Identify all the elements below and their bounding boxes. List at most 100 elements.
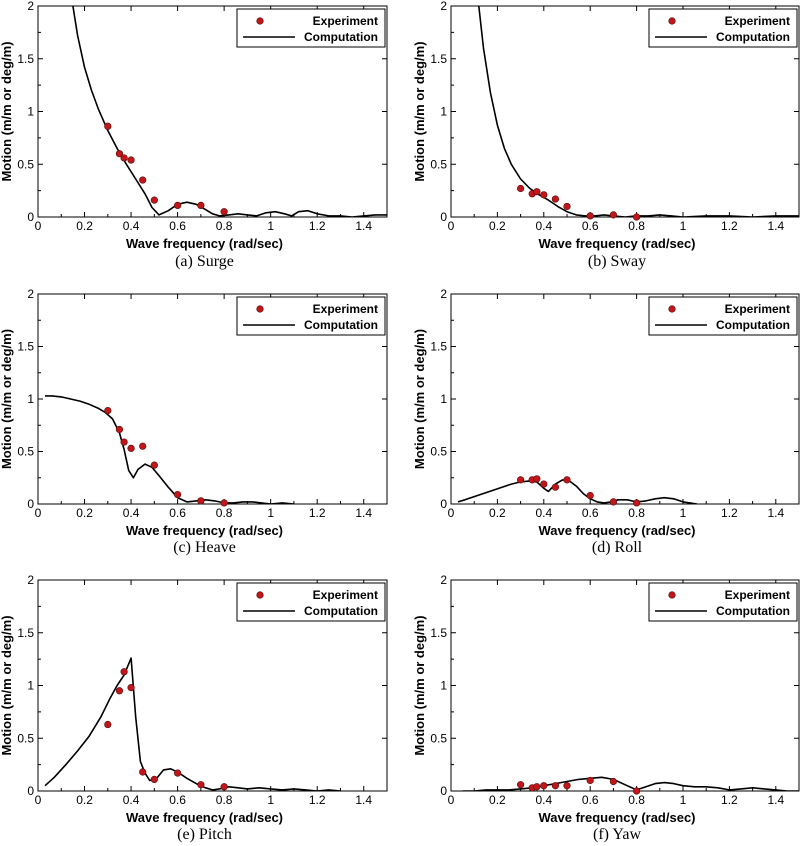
x-tick-label: 1 [267,793,274,807]
legend: Experiment Computation [236,8,386,48]
y-tick-label: 1.5 [17,52,34,66]
experiment-point [150,196,158,204]
x-tick-label: 0.2 [489,506,506,520]
experiment-point [139,768,147,776]
computation-line [462,776,799,791]
experiment-point [516,781,525,789]
x-tick-label: 0.4 [535,793,552,807]
experiment-point [120,668,128,676]
legend: Experiment Computation [648,8,798,48]
x-tick-label: 1.2 [309,506,326,520]
experiment-point [540,480,548,488]
experiment-point [551,483,560,491]
legend-experiment-label: Experiment [313,14,378,28]
y-tick-label: 1 [27,679,34,693]
legend-computation-label: Computation [716,30,790,44]
x-tick-label: 0.8 [216,793,233,807]
x-tick-label: 1.4 [767,793,784,807]
y-tick-label: 0 [27,497,34,511]
y-axis-label: Motion (m/m or deg/m) [412,329,427,469]
y-tick-label: 1.5 [17,340,34,354]
x-tick-label: 1.4 [355,219,372,233]
experiment-point [586,492,594,500]
experiment-point [563,476,571,484]
y-tick-label: 1 [27,392,34,406]
experiment-point [150,461,158,469]
experiment-point [632,213,641,221]
x-tick-label: 0.6 [582,219,599,233]
legend: Experiment Computation [648,296,798,336]
legend-marker [256,17,264,25]
experiment-point [197,201,205,209]
x-tick-label: 0.4 [535,506,552,520]
experiment-point [533,475,541,483]
x-axis-label: Wave frequency (rad/sec) [538,523,695,538]
x-tick-label: 1.4 [767,219,784,233]
y-tick-label: 0 [440,497,447,511]
computation-line [457,479,698,504]
experiment-point [104,406,112,415]
x-tick-label: 1.4 [355,506,372,520]
x-tick-label: 0.2 [76,793,93,807]
panel-caption: (d) Roll [592,539,643,556]
y-tick-label: 1.5 [430,340,447,354]
chart-panel-2: 0 0.2 0.4 0.6 0.8 1 1.2 1.4 0 0.5 1 1.5 2 Wave freque… [412,0,800,270]
y-tick-label: 0.5 [430,445,447,459]
experiment-point [516,184,525,193]
chart-panel-5: 0 0.2 0.4 0.6 0.8 1 1.2 1.4 0 0.5 1 1.5 2 Wave freque… [0,573,388,843]
y-tick-label: 1.5 [430,52,447,66]
experiment-point [220,208,228,216]
x-tick-label: 0.8 [216,506,233,520]
legend-computation-label: Computation [304,318,378,332]
x-tick-label: 0.2 [76,506,93,520]
legend-box [648,296,798,336]
experiment-point [586,212,594,220]
legend-box [648,582,798,622]
x-tick-label: 0.4 [535,219,552,233]
y-tick-label: 2 [27,573,34,587]
experiment-point [533,188,541,196]
experiment-point [609,498,618,506]
chart-panel-1: 0 0.2 0.4 0.6 0.8 1 1.2 1.4 0 0.5 1 1.5 2 Wave freque… [0,0,388,270]
y-tick-label: 0.5 [17,731,34,745]
experiment-point [174,769,182,777]
x-tick-label: 0 [35,219,42,233]
y-tick-label: 0 [440,210,447,224]
x-axis-label: Wave frequency (rad/sec) [126,236,283,251]
legend-marker [668,305,676,313]
y-tick-label: 1 [440,105,447,119]
panel-caption: (e) Pitch [177,826,232,843]
y-tick-label: 1 [440,392,447,406]
x-tick-label: 1 [680,219,687,233]
y-tick-label: 1.5 [17,626,34,640]
legend-box [648,8,798,48]
y-tick-label: 2 [440,573,447,587]
legend: Experiment Computation [648,582,798,622]
experiment-point [120,154,128,162]
y-tick-label: 1 [27,105,34,119]
x-axis-label: Wave frequency (rad/sec) [126,523,283,538]
x-tick-label: 0 [35,793,42,807]
y-tick-label: 2 [27,287,34,301]
experiment-point [115,687,124,695]
legend-computation-label: Computation [304,604,378,618]
computation-line [72,6,387,217]
y-axis-label: Motion (m/m or deg/m) [412,41,427,181]
x-tick-label: 0.6 [169,793,186,807]
y-axis-label: Motion (m/m or deg/m) [0,329,14,469]
experiment-point [127,684,135,692]
legend-experiment-label: Experiment [313,302,378,316]
experiment-point [632,787,641,795]
experiment-point [586,776,594,785]
x-tick-label: 0.6 [169,506,186,520]
y-axis-label: Motion (m/m or deg/m) [412,615,427,755]
experiment-point [609,211,618,219]
experiment-point [127,444,135,452]
experiment-point [551,195,560,203]
panel-caption: (f) Yaw [593,826,641,843]
legend-marker [668,591,676,599]
panel-caption: (c) Heave [173,539,236,556]
experiment-point [174,201,182,209]
x-tick-label: 1 [680,793,687,807]
